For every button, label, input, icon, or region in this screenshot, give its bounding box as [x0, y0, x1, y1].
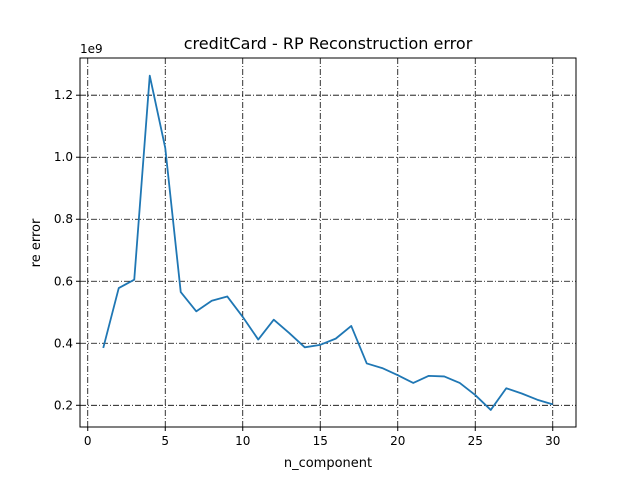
chart-title: creditCard - RP Reconstruction error — [184, 34, 473, 53]
tick-layer: 0 5 10 15 20 25 30 0.2 0.4 0.6 0.8 1.0 1.2 — [54, 88, 560, 448]
plot-frame — [79, 57, 577, 428]
y-tick-label: 1.0 — [54, 150, 73, 164]
y-tick-label: 0.8 — [54, 212, 73, 226]
series-line — [102, 74, 554, 411]
series-layer — [102, 74, 554, 411]
grid — [80, 58, 576, 427]
y-tick-label: 1.2 — [54, 88, 73, 102]
x-tick-label: 10 — [235, 434, 250, 448]
x-tick-label: 30 — [545, 434, 560, 448]
x-tick-label: 5 — [161, 434, 169, 448]
x-tick-label: 15 — [313, 434, 328, 448]
y-offset-label: 1e9 — [80, 42, 103, 56]
x-tick-label: 20 — [390, 434, 405, 448]
x-tick-label: 25 — [468, 434, 483, 448]
y-tick-label: 0.6 — [54, 274, 73, 288]
y-tick-label: 0.2 — [54, 398, 73, 412]
x-axis-label: n_component — [284, 456, 372, 471]
y-axis-label: re error — [29, 218, 44, 267]
x-tick-label: 0 — [84, 434, 92, 448]
y-tick-label: 0.4 — [54, 336, 73, 350]
